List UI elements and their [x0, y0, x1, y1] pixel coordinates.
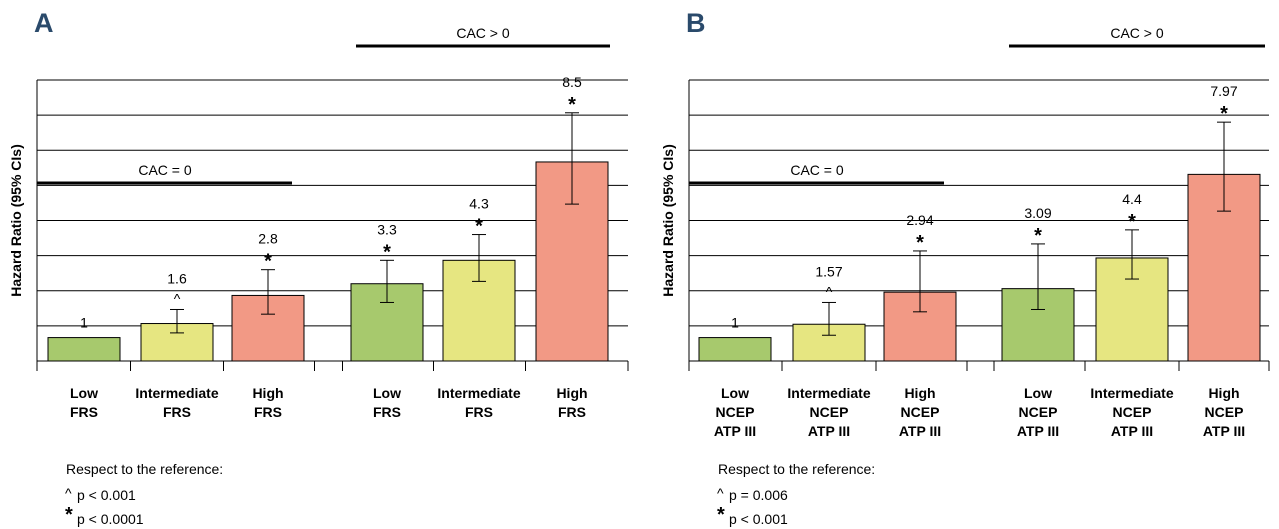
x-tick-label: Intermediate [437, 385, 520, 401]
panel-label: B [686, 8, 706, 38]
x-tick-label: Low [721, 385, 749, 401]
data-label: 4.3 [469, 196, 489, 212]
significance-marker: * [1128, 211, 1136, 233]
x-tick-label: High [904, 385, 935, 401]
x-tick-label: FRS [163, 404, 191, 420]
x-tick-label: Low [70, 385, 98, 401]
data-label: 2.94 [906, 212, 933, 228]
significance-marker: * [264, 251, 272, 273]
x-tick-label: NCEP [901, 404, 940, 420]
footnote-symbol: ^ [717, 485, 724, 501]
x-tick-label: High [1208, 385, 1239, 401]
significance-marker: ^ [826, 283, 833, 299]
group-label: CAC > 0 [456, 25, 510, 41]
data-label: 1.57 [815, 263, 842, 279]
group-label: CAC = 0 [138, 162, 192, 178]
significance-marker: * [568, 94, 576, 116]
footnote-text: p < 0.001 [77, 487, 136, 503]
significance-marker: * [916, 232, 924, 254]
significance-marker: * [1220, 103, 1228, 125]
x-tick-label: FRS [373, 404, 401, 420]
x-tick-label: FRS [70, 404, 98, 420]
significance-marker: * [383, 241, 391, 263]
x-tick-label: NCEP [1019, 404, 1058, 420]
x-tick-label: NCEP [716, 404, 755, 420]
x-tick-label: Low [373, 385, 401, 401]
x-tick-label: ATP III [714, 423, 756, 439]
x-tick-label: Intermediate [135, 385, 218, 401]
data-label: 4.4 [1122, 191, 1142, 207]
panel-label: A [34, 8, 54, 38]
data-label: 7.97 [1210, 83, 1237, 99]
x-tick-label: ATP III [1203, 423, 1245, 439]
data-label: 2.8 [258, 231, 278, 247]
data-label: 1.6 [167, 270, 187, 286]
significance-marker: ^ [174, 290, 181, 306]
data-label: 8.5 [562, 74, 582, 90]
x-tick-label: NCEP [1205, 404, 1244, 420]
footnote-text: p = 0.006 [729, 487, 788, 503]
chart-panel-b: B Hazard Ratio (95% CIs) 1 Low NCEP ATP III ^ 1… [660, 8, 1270, 527]
data-label: 1 [731, 315, 739, 331]
footnote-text: p < 0.0001 [77, 511, 144, 527]
footnote-symbol: ^ [65, 485, 72, 501]
footnote-symbol: * [65, 504, 73, 526]
x-tick-label: ATP III [808, 423, 850, 439]
x-tick-label: ATP III [899, 423, 941, 439]
x-tick-label: Intermediate [787, 385, 870, 401]
group-label: CAC = 0 [790, 162, 844, 178]
x-tick-label: NCEP [810, 404, 849, 420]
data-label: 3.3 [377, 221, 397, 237]
x-tick-label: High [252, 385, 283, 401]
x-tick-label: High [556, 385, 587, 401]
footnote-title: Respect to the reference: [718, 461, 875, 477]
chart-panel-a: A Hazard Ratio (95% CIs) 1 Low FRS ^ 1.6 Interm… [8, 8, 629, 527]
data-label: 3.09 [1024, 205, 1051, 221]
bar [698, 337, 772, 362]
x-tick-label: NCEP [1113, 404, 1152, 420]
footnote-text: p < 0.001 [729, 511, 788, 527]
data-label: 1 [80, 315, 88, 331]
x-tick-label: FRS [254, 404, 282, 420]
x-tick-label: ATP III [1017, 423, 1059, 439]
x-tick-label: ATP III [1111, 423, 1153, 439]
group-label: CAC > 0 [1110, 25, 1164, 41]
x-tick-label: FRS [465, 404, 493, 420]
footnote-symbol: * [717, 504, 725, 526]
significance-marker: * [1034, 225, 1042, 247]
significance-marker: * [475, 216, 483, 238]
x-tick-label: Intermediate [1090, 385, 1173, 401]
bar [47, 337, 121, 362]
x-tick-label: FRS [558, 404, 586, 420]
y-axis-label: Hazard Ratio (95% CIs) [8, 144, 24, 296]
y-axis-label: Hazard Ratio (95% CIs) [660, 144, 676, 296]
x-tick-label: Low [1024, 385, 1052, 401]
footnote-title: Respect to the reference: [66, 461, 223, 477]
